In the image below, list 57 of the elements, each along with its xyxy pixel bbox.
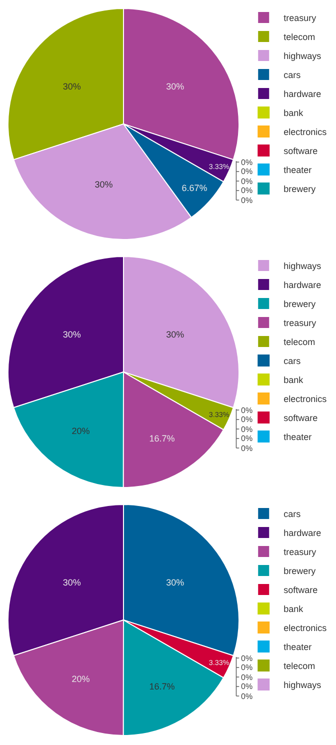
legend-label: hardware [284, 280, 322, 290]
text: 0% [241, 406, 253, 415]
legend-label: cars [284, 356, 302, 366]
data-label: 16.7% [149, 434, 175, 444]
legend-label: telecom [284, 337, 316, 348]
text: 0% [241, 663, 253, 672]
legend-label: theater [284, 432, 312, 442]
legend-label: theater [284, 165, 312, 176]
legend-label: treasury [284, 547, 317, 558]
data-label: 30% [62, 577, 81, 588]
legend-label: electronics [284, 394, 328, 404]
text: 0% [241, 196, 253, 205]
legend-label: software [284, 585, 318, 596]
text: 0% [241, 167, 253, 176]
legend-label: bank [284, 375, 304, 386]
data-label: 30% [166, 329, 184, 340]
legend-label: brewery [284, 299, 316, 310]
legend-label: telecom [284, 661, 316, 672]
legend-label: highways [284, 51, 322, 62]
legend-label: electronics [284, 623, 328, 634]
legend-label: bank [284, 108, 304, 118]
text: 0% [241, 673, 253, 682]
legend-label: software [284, 413, 318, 424]
legend-label: telecom [284, 32, 316, 42]
text: 0% [241, 415, 253, 424]
legend-label: hardware [284, 89, 322, 100]
data-label: 6.67% [182, 182, 208, 193]
text: 0% [241, 444, 253, 453]
data-label: 30% [166, 81, 184, 92]
data-label: 16.7% [149, 682, 175, 692]
legend-label: brewery [284, 184, 316, 194]
data-label: 30% [62, 329, 81, 340]
data-label: 20% [72, 674, 90, 684]
text: 0% [241, 177, 253, 186]
text: 0% [241, 158, 253, 167]
text: 0% [241, 692, 253, 701]
legend-label: cars [284, 509, 302, 520]
data-label: 30% [62, 81, 81, 92]
legend-label: software [284, 146, 318, 156]
legend-label: treasury [284, 318, 317, 328]
text: 0% [241, 186, 253, 195]
data-label: 30% [166, 577, 184, 588]
legend-label: electronics [284, 127, 328, 138]
text: 0% [241, 654, 253, 663]
legend-label: bank [284, 604, 304, 614]
text: 0% [241, 434, 253, 443]
legend-label: theater [284, 642, 312, 652]
text: 0% [241, 425, 253, 434]
legend-label: brewery [284, 566, 316, 576]
text: 0% [241, 682, 253, 691]
legend-label: hardware [284, 528, 322, 538]
legend-label: treasury [284, 13, 317, 24]
data-label: 20% [72, 426, 90, 436]
legend-label: highways [284, 680, 322, 690]
legend-label: cars [284, 70, 302, 80]
data-label: 30% [94, 180, 113, 190]
legend-label: highways [284, 261, 322, 272]
